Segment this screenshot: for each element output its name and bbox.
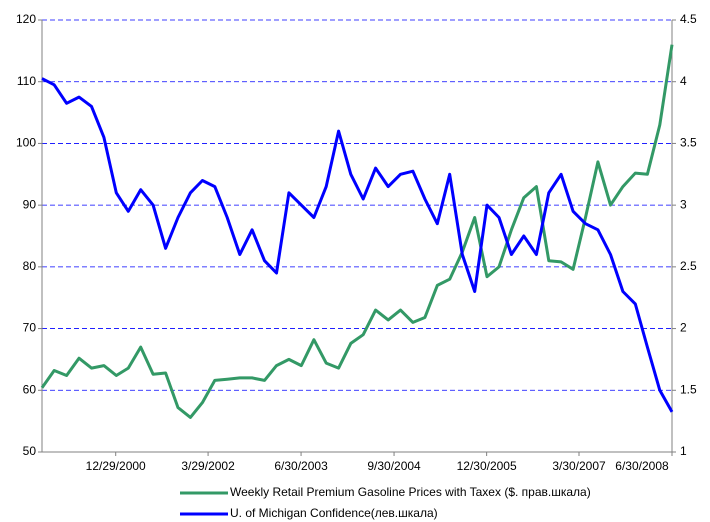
y2-tick-label: 4.5 (680, 12, 697, 26)
y2-tick-label: 3.5 (680, 136, 697, 150)
x-tick-label: 6/30/2008 (615, 459, 669, 473)
x-tick-label: 3/30/2007 (552, 459, 606, 473)
x-tick-label: 3/29/2002 (181, 459, 235, 473)
y-tick-label: 90 (23, 197, 37, 211)
y-tick-label: 100 (16, 136, 36, 150)
y-tick-label: 80 (23, 259, 37, 273)
x-tick-label: 6/30/2003 (274, 459, 328, 473)
y-tick-label: 110 (17, 74, 36, 88)
y2-tick-label: 3 (680, 197, 687, 211)
series-line (40, 44, 674, 419)
y2-tick-label: 4 (680, 74, 687, 88)
y-tick-label: 120 (16, 12, 36, 26)
x-tick-label: 12/30/2005 (457, 459, 517, 473)
y2-tick-label: 1 (680, 444, 687, 458)
y-tick-label: 60 (23, 382, 37, 396)
x-tick-label: 9/30/2004 (367, 459, 421, 473)
y2-tick-label: 2 (680, 321, 687, 335)
y-tick-label: 70 (23, 321, 37, 335)
series-line (41, 77, 674, 413)
y2-tick-label: 2.5 (680, 259, 697, 273)
y-tick-label: 50 (23, 444, 37, 458)
x-tick-label: 12/29/2000 (86, 459, 146, 473)
legend-label: Weekly Retail Premium Gasoline Prices wi… (230, 485, 591, 499)
y2-tick-label: 1.5 (680, 382, 697, 396)
legend-label: U. of Michigan Confidence(лев.шкала) (230, 506, 438, 520)
